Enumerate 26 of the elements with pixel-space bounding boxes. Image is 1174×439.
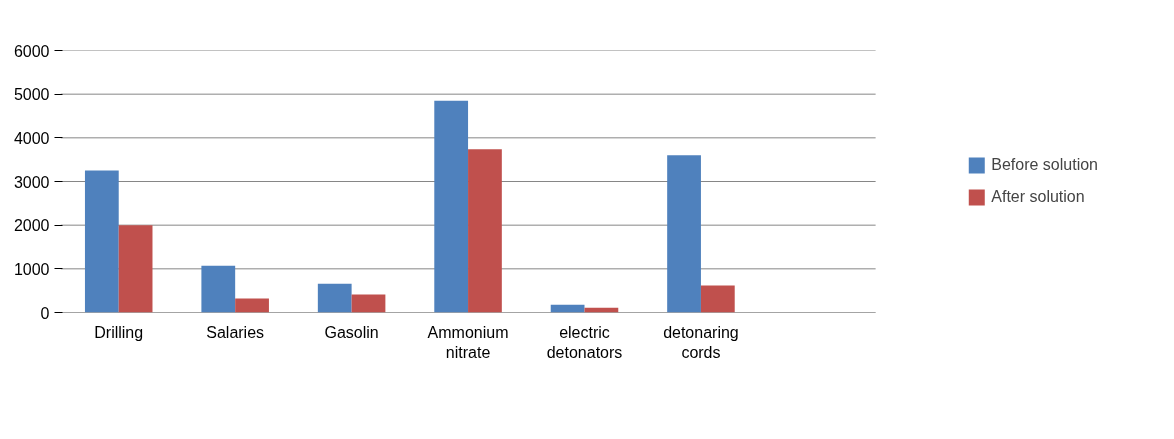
bar xyxy=(201,265,236,313)
bar xyxy=(667,155,701,313)
x-tick-label: Drilling xyxy=(94,323,144,341)
legend-label: After solution xyxy=(991,188,1085,206)
bar xyxy=(235,298,269,313)
x-tick-label: Salaries xyxy=(206,323,265,341)
bar xyxy=(550,304,585,313)
bar xyxy=(434,100,469,313)
bar xyxy=(468,149,502,313)
y-tick-label: 5000 xyxy=(13,86,50,104)
x-tick-label: Ammonium nitrate xyxy=(427,323,509,361)
x-tick-label: Gasolin xyxy=(324,323,379,341)
y-tick-label: 1000 xyxy=(13,260,50,278)
legend-label: Before solution xyxy=(991,156,1098,174)
x-tick-label: electric detonators xyxy=(546,323,623,361)
x-tick-label: detonaring cords xyxy=(663,323,739,361)
bar xyxy=(700,285,735,313)
y-tick-label: 0 xyxy=(40,304,50,322)
y-tick-label: 2000 xyxy=(13,217,50,235)
y-tick-label: 4000 xyxy=(13,129,50,147)
bar xyxy=(84,170,119,313)
bar xyxy=(351,294,386,313)
bar xyxy=(317,283,352,313)
y-tick-label: 6000 xyxy=(13,42,50,60)
bar xyxy=(118,225,153,313)
y-tick-label: 3000 xyxy=(13,173,50,191)
